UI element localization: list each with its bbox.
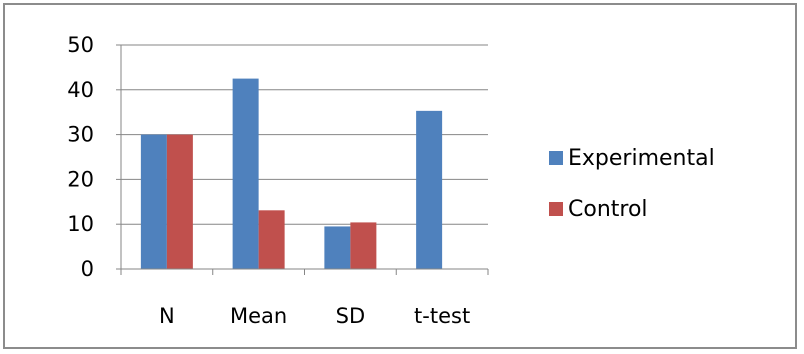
y-tick-label: 50	[67, 33, 94, 57]
x-tick-label: N	[159, 304, 175, 328]
chart-frame	[3, 3, 797, 349]
y-tick-label: 10	[67, 212, 94, 236]
x-tick-label: Mean	[230, 304, 287, 328]
bar-experimental-mean	[232, 78, 259, 269]
x-tick-label: t-test	[414, 304, 470, 328]
bars	[140, 78, 443, 269]
bar-control-sd	[350, 222, 377, 269]
legend-swatch-control	[549, 202, 563, 216]
bar-experimental-sd	[324, 226, 351, 269]
legend: Experimental Control	[549, 146, 715, 222]
x-tick-labels: N Mean SD t-test	[159, 304, 470, 328]
y-tick-label: 30	[67, 123, 94, 147]
bar-experimental-n	[140, 134, 167, 269]
legend-swatch-experimental	[549, 151, 563, 165]
y-tick-label: 0	[81, 257, 94, 281]
bar-experimental-t-test	[416, 110, 443, 269]
y-tick-label: 20	[67, 167, 94, 191]
legend-label-experimental: Experimental	[568, 146, 715, 171]
bar-control-n	[166, 134, 193, 269]
y-tick-labels: 0 10 20 30 40 50	[67, 33, 94, 281]
axes	[116, 44, 489, 275]
x-tick-label: SD	[336, 304, 366, 328]
bar-control-mean	[258, 210, 285, 269]
legend-label-control: Control	[568, 197, 648, 222]
y-tick-label: 40	[67, 78, 94, 102]
